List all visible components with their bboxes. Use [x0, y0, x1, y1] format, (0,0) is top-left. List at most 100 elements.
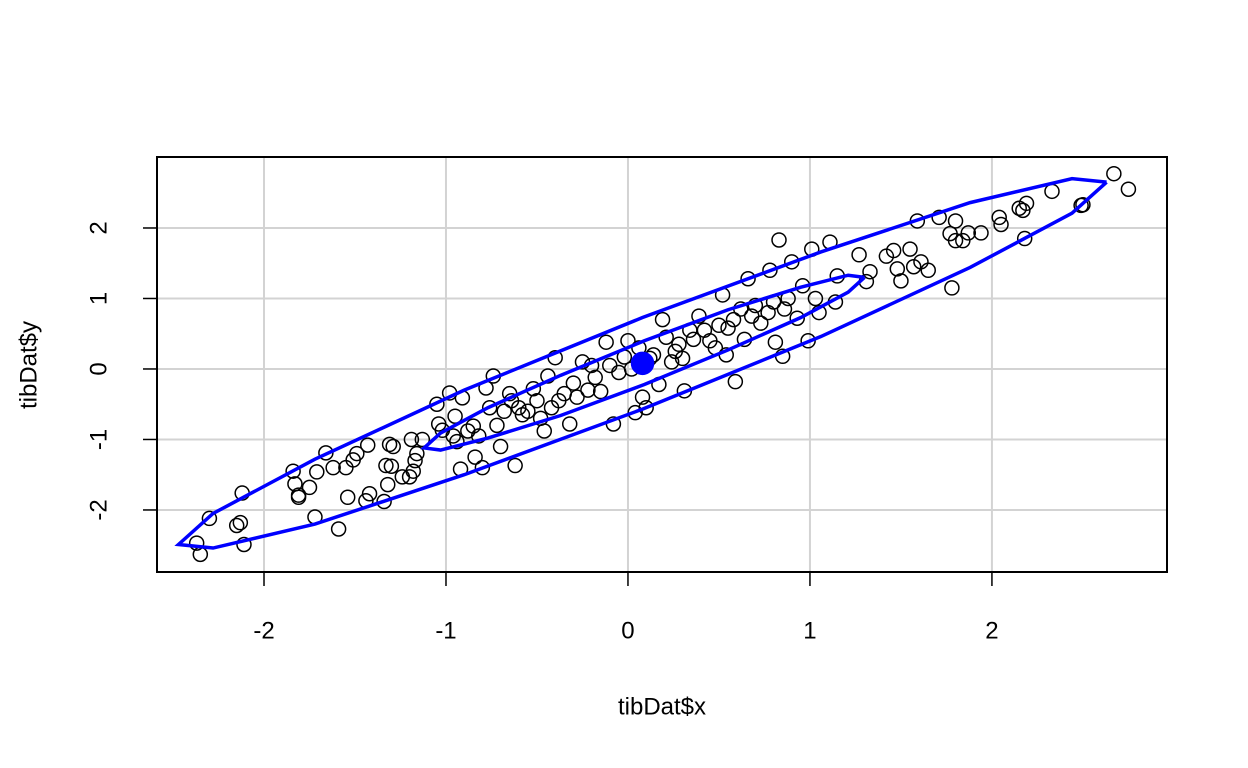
point — [1015, 202, 1031, 219]
center-point — [630, 351, 655, 376]
point — [325, 459, 341, 476]
point — [753, 315, 769, 331]
ellipse-line — [420, 273, 866, 452]
point — [232, 514, 249, 531]
point — [465, 418, 482, 434]
point — [760, 304, 776, 321]
point — [800, 333, 816, 349]
point — [361, 486, 378, 502]
point — [955, 232, 971, 249]
point — [492, 438, 509, 455]
x-axis-title: tibDat$x — [618, 693, 706, 720]
point — [236, 536, 252, 553]
point — [789, 310, 805, 326]
point — [580, 382, 596, 398]
point — [592, 383, 609, 400]
point — [947, 213, 964, 229]
y-axis-title: tibDat$y — [15, 321, 42, 409]
point — [1044, 183, 1060, 200]
point — [414, 431, 431, 448]
point — [725, 311, 742, 328]
point — [654, 311, 671, 328]
point — [467, 449, 483, 465]
point — [611, 364, 627, 381]
point — [285, 463, 301, 479]
point — [520, 403, 536, 420]
point — [862, 263, 878, 280]
x-tick-label: -1 — [435, 617, 456, 644]
point — [771, 232, 787, 248]
point — [290, 487, 307, 503]
point — [674, 350, 691, 367]
x-tick-label: 2 — [985, 617, 998, 644]
point — [378, 457, 394, 474]
point — [762, 262, 778, 279]
point — [602, 357, 618, 374]
y-tick-label: 0 — [85, 362, 112, 375]
point — [201, 510, 218, 527]
point — [496, 403, 512, 420]
point — [1018, 195, 1035, 212]
x-tick-label: 0 — [621, 617, 634, 644]
point — [960, 225, 977, 241]
point — [598, 334, 614, 350]
point — [309, 464, 325, 480]
point — [776, 301, 793, 317]
point — [902, 241, 918, 257]
point — [885, 242, 902, 259]
point — [349, 445, 365, 462]
point — [1016, 230, 1033, 247]
point — [720, 320, 736, 336]
point — [474, 459, 491, 476]
point — [330, 521, 347, 537]
point — [947, 232, 964, 249]
plot-frame — [156, 156, 1168, 573]
point — [380, 476, 396, 493]
point — [565, 375, 582, 391]
point — [403, 431, 420, 448]
point — [991, 209, 1007, 226]
point — [851, 247, 867, 263]
point — [529, 392, 545, 409]
x-tick-label: 1 — [803, 617, 816, 644]
point — [663, 354, 680, 370]
point — [470, 428, 487, 444]
point — [993, 216, 1009, 233]
point — [767, 334, 784, 350]
y-tick-label: 1 — [85, 292, 112, 305]
point — [489, 417, 505, 434]
point — [407, 452, 423, 469]
point — [671, 336, 687, 353]
point — [634, 389, 651, 405]
ellipse-line — [174, 176, 1108, 550]
point — [507, 457, 523, 474]
point — [696, 322, 713, 338]
point — [447, 408, 463, 424]
point — [536, 423, 553, 439]
point — [685, 331, 702, 348]
point — [339, 489, 356, 506]
point — [727, 373, 744, 390]
point — [711, 317, 727, 334]
point — [409, 445, 425, 462]
point — [376, 493, 392, 510]
point — [318, 445, 334, 461]
point — [569, 389, 585, 405]
point — [658, 329, 674, 346]
y-tick-label: -1 — [85, 429, 112, 450]
point — [889, 261, 906, 277]
point — [973, 225, 989, 241]
point — [228, 517, 245, 534]
point — [638, 399, 654, 416]
point — [893, 273, 909, 289]
point — [449, 433, 465, 450]
point — [385, 438, 401, 455]
point — [381, 436, 398, 453]
point — [740, 270, 756, 287]
point — [1075, 196, 1091, 213]
point — [338, 459, 354, 476]
point — [747, 297, 764, 314]
point — [511, 399, 527, 416]
y-tick-label: 2 — [85, 221, 112, 234]
